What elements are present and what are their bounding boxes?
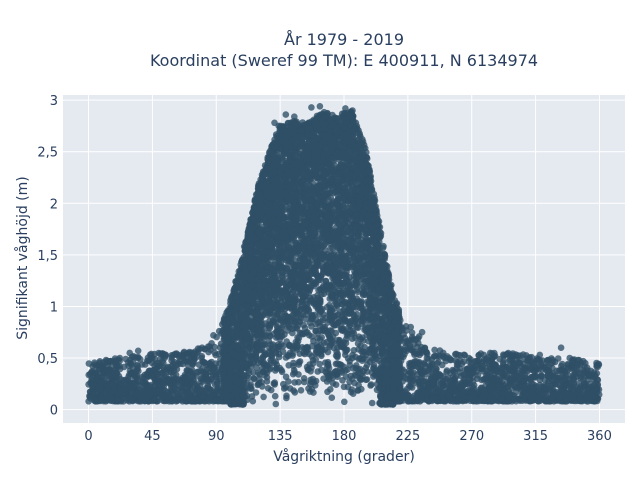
data-point xyxy=(329,394,336,401)
data-point xyxy=(341,399,348,406)
data-point xyxy=(370,373,377,380)
data-point xyxy=(268,387,275,394)
data-point xyxy=(260,394,267,401)
data-point xyxy=(368,381,375,388)
data-point xyxy=(327,386,334,393)
